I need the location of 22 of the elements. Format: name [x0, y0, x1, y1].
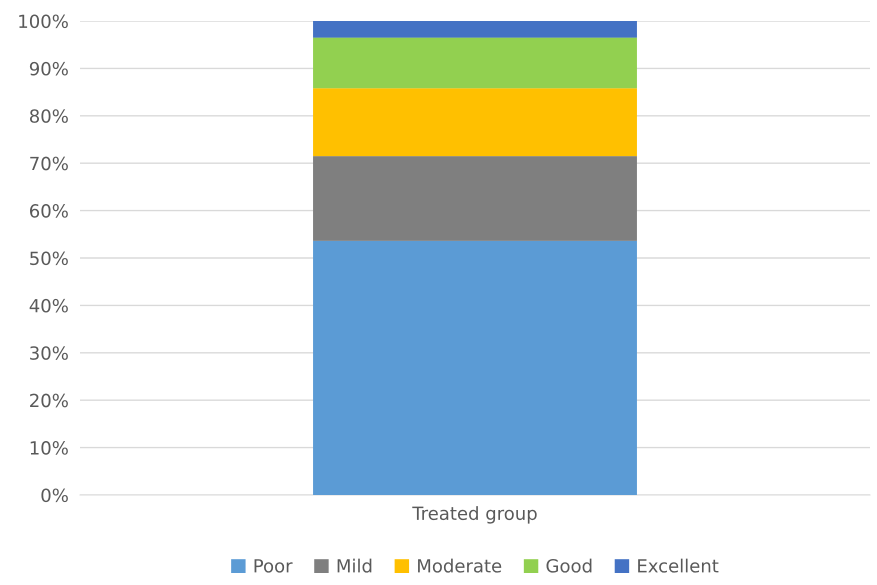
- y-tick-label: 30%: [30, 346, 68, 360]
- legend-label: Moderate: [418, 558, 502, 573]
- bar: [313, 88, 637, 156]
- bar: [313, 240, 637, 495]
- legend-label: Poor: [254, 559, 293, 573]
- legend-label: Excellent: [638, 558, 718, 573]
- y-tick-label: 10%: [30, 441, 68, 455]
- y-tick-label: 70%: [30, 156, 68, 170]
- y-tick-label: 100%: [19, 14, 68, 28]
- bar: [313, 21, 637, 38]
- y-tick-label: 20%: [30, 394, 68, 408]
- y-tick-label: 90%: [30, 62, 68, 76]
- bar: [313, 38, 637, 88]
- bar: [313, 156, 637, 241]
- y-tick-label: 0%: [41, 488, 68, 502]
- y-tick-label: 80%: [30, 109, 68, 123]
- legend-label: Good: [546, 558, 592, 573]
- legend-label: Mild: [338, 558, 372, 573]
- x-tick-label: Treated group: [412, 506, 537, 524]
- y-tick-label: 60%: [30, 204, 68, 218]
- y-tick-label: 50%: [30, 251, 68, 266]
- y-tick-label: 40%: [30, 298, 68, 313]
